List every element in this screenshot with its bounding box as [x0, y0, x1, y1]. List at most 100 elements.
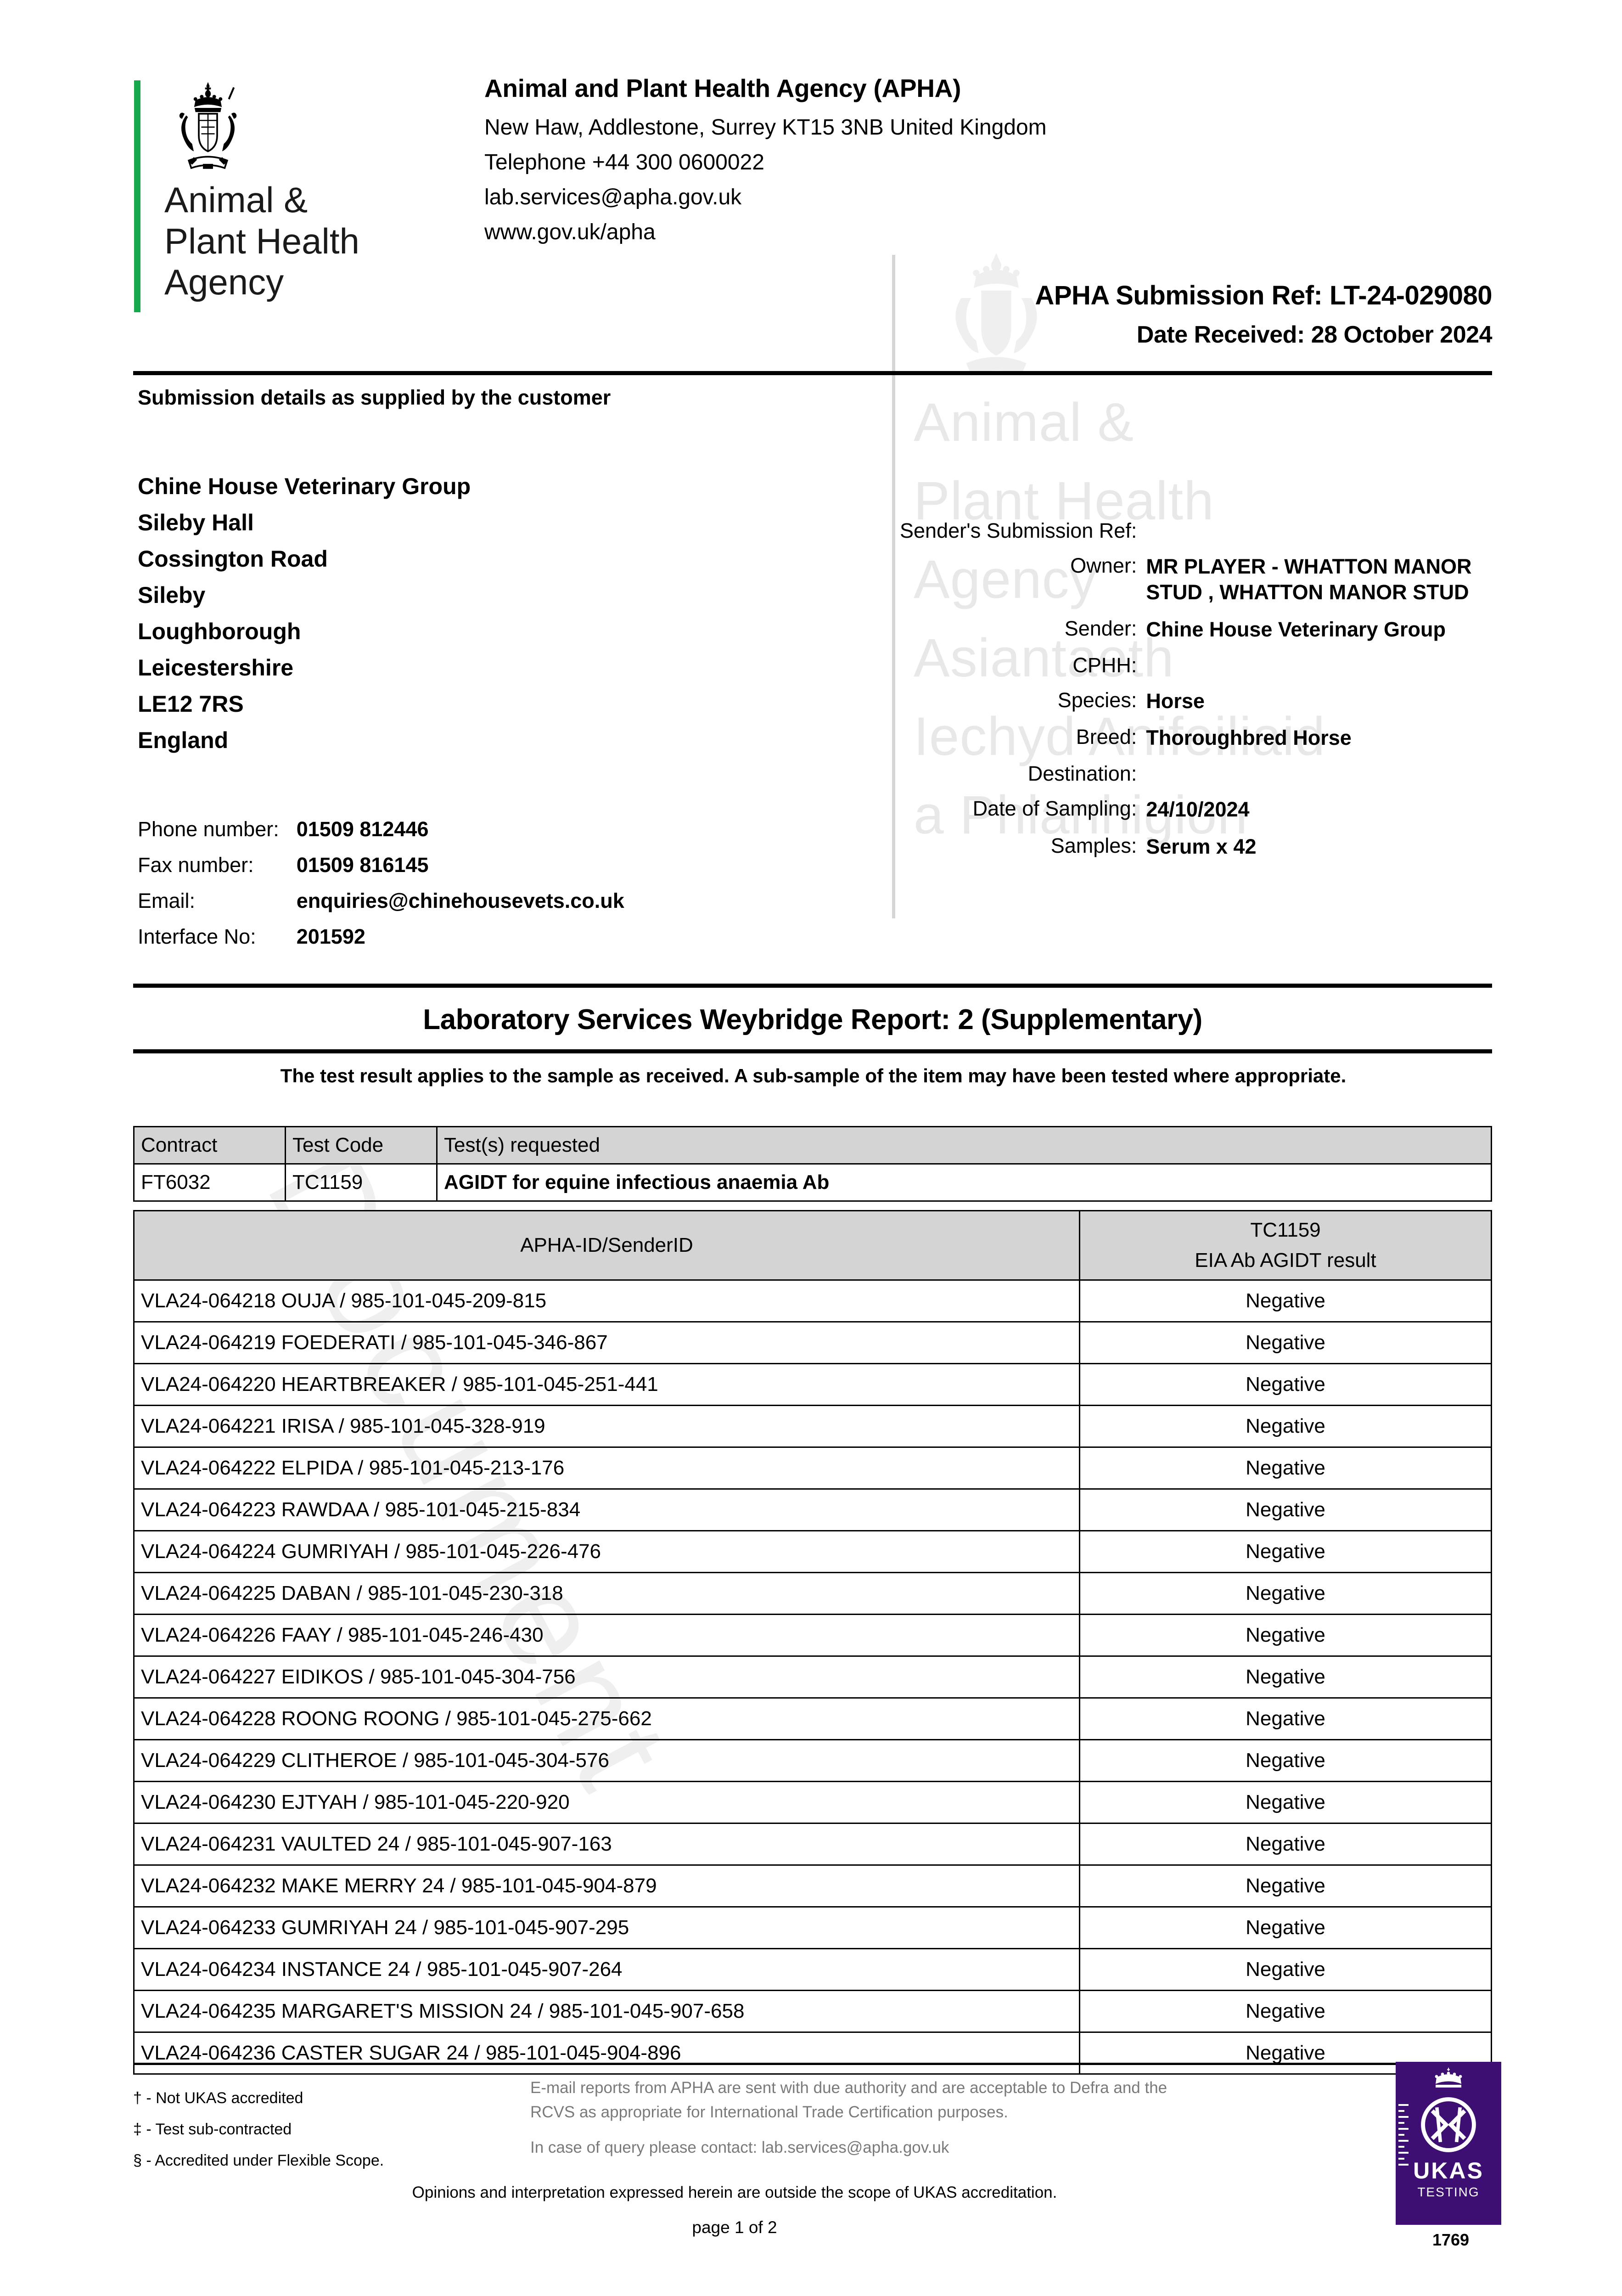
table-row: VLA24-064218 OUJA / 985-101-045-209-815 N… [133, 1279, 1492, 1322]
ukas-logo-box: UKAS TESTING [1396, 2062, 1501, 2225]
footer-email-note: E-mail reports from APHA are sent with d… [530, 2079, 1167, 2122]
footnote-item: § - Accredited under Flexible Scope. [133, 2152, 384, 2169]
meta-row: Samples: Serum x 42 [900, 834, 1492, 871]
result-sample-id: VLA24-064235 MARGARET'S MISSION 24 / 985… [133, 1990, 1080, 2033]
tests-table-cell-contract: FT6032 [133, 1163, 286, 1202]
tests-table-header-cell: Contract [133, 1126, 286, 1165]
meta-row: Species: Horse [900, 688, 1492, 725]
contact-row: Email: enquiries@chinehousevets.co.uk [138, 889, 624, 925]
meta-label: Sender: [1064, 616, 1137, 640]
report-title-top-rule [133, 984, 1492, 988]
table-row: VLA24-064221 IRISA / 985-101-045-328-919… [133, 1405, 1492, 1448]
meta-label: Breed: [1076, 725, 1137, 748]
result-sample-id: VLA24-064224 GUMRIYAH / 985-101-045-226-… [133, 1530, 1080, 1573]
result-value: Negative [1079, 1948, 1492, 1991]
meta-label: CPHH: [1072, 653, 1137, 677]
table-row: VLA24-064224 GUMRIYAH / 985-101-045-226-… [133, 1530, 1492, 1573]
ukas-ticks-icon [1398, 2104, 1409, 2170]
meta-value: Chine House Veterinary Group [1146, 617, 1446, 641]
meta-label: Date of Sampling: [972, 797, 1137, 821]
ukas-subtitle: TESTING [1417, 2185, 1480, 2199]
document-header: Animal & Plant Health Agency Animal and … [0, 0, 1622, 918]
table-row: VLA24-064231 VAULTED 24 / 985-101-045-90… [133, 1823, 1492, 1866]
customer-address-line: Cossington Road [138, 546, 328, 572]
table-row: VLA24-064225 DABAN / 985-101-045-230-318… [133, 1572, 1492, 1615]
vertical-divider [892, 255, 895, 918]
results-header-id: APHA-ID/SenderID [133, 1210, 1080, 1281]
result-sample-id: VLA24-064226 FAAY / 985-101-045-246-430 [133, 1614, 1080, 1657]
customer-contact-table: Phone number: 01509 812446 Fax number: 0150… [138, 817, 624, 961]
table-header-row: Contract Test Code Test(s) requested [133, 1126, 1492, 1165]
results-table: APHA-ID/SenderID TC1159 EIA Ab AGIDT res… [133, 1210, 1492, 2075]
result-sample-id: VLA24-064228 ROONG ROONG / 985-101-045-2… [133, 1697, 1080, 1740]
result-sample-id: VLA24-064222 ELPIDA / 985-101-045-213-17… [133, 1446, 1080, 1490]
result-sample-id: VLA24-064223 RAWDAA / 985-101-045-215-83… [133, 1488, 1080, 1531]
contact-value: 01509 812446 [296, 817, 429, 841]
meta-value: MR PLAYER - WHATTON MANOR STUD , WHATTON… [1146, 555, 1472, 604]
customer-address-line: Chine House Veterinary Group [138, 473, 471, 499]
date-received: Date Received: 28 October 2024 [1136, 321, 1493, 348]
submission-ref-block: APHA Submission Ref: LT-24-029080 Date R… [1035, 280, 1492, 349]
result-value: Negative [1079, 1446, 1492, 1490]
footer-query-note: In case of query please contact: lab.ser… [530, 2138, 949, 2157]
organisation-telephone: Telephone +44 300 0600022 [484, 150, 764, 174]
footer-page-number: page 1 of 2 [692, 2218, 777, 2237]
table-row: VLA24-064227 EIDIKOS / 985-101-045-304-7… [133, 1655, 1492, 1699]
result-value: Negative [1079, 1572, 1492, 1615]
table-row: VLA24-064219 FOEDERATI / 985-101-045-346… [133, 1321, 1492, 1364]
contact-row: Interface No: 201592 [138, 925, 624, 961]
meta-row: Date of Sampling: 24/10/2024 [900, 797, 1492, 833]
result-sample-id: VLA24-064230 EJTYAH / 985-101-045-220-92… [133, 1781, 1080, 1824]
apha-logo: Animal & Plant Health Agency [134, 80, 437, 312]
tests-table-header-cell: Test(s) requested [436, 1126, 1492, 1165]
table-row: VLA24-064235 MARGARET'S MISSION 24 / 985… [133, 1990, 1492, 2033]
results-header-test-code: TC1159 [1250, 1219, 1321, 1241]
table-row: VLA24-064229 CLITHEROE / 985-101-045-304… [133, 1739, 1492, 1782]
contact-label: Fax number: [138, 853, 254, 877]
result-value: Negative [1079, 1488, 1492, 1531]
result-sample-id: VLA24-064236 CASTER SUGAR 24 / 985-101-0… [133, 2032, 1080, 2075]
apha-logo-text: Animal & Plant Health Agency [164, 180, 359, 303]
contact-row: Fax number: 01509 816145 [138, 853, 624, 889]
result-value: Negative [1079, 1823, 1492, 1866]
results-header-test-desc: EIA Ab AGIDT result [1195, 1249, 1376, 1272]
result-value: Negative [1079, 1990, 1492, 2033]
result-value: Negative [1079, 1363, 1492, 1406]
customer-address-line: England [138, 727, 229, 753]
result-value: Negative [1079, 1279, 1492, 1322]
table-row: VLA24-064220 HEARTBREAKER / 985-101-045-… [133, 1363, 1492, 1406]
meta-row: Sender: Chine House Veterinary Group [900, 617, 1492, 653]
customer-address-line: Sileby [138, 582, 206, 608]
meta-value [1146, 653, 1492, 688]
ukas-accreditation-mark: UKAS TESTING 1769 [1396, 2062, 1506, 2250]
meta-label: Owner: [1070, 554, 1137, 577]
contact-row: Phone number: 01509 812446 [138, 817, 624, 853]
ukas-emblem-icon [1421, 2097, 1476, 2152]
contact-label: Phone number: [138, 817, 279, 841]
results-header-test: TC1159 EIA Ab AGIDT result [1079, 1210, 1492, 1281]
submission-meta-table: Sender's Submission Ref: Owner: MR PLAYER … [900, 519, 1492, 871]
customer-address-line: Sileby Hall [138, 510, 254, 535]
submission-ref: APHA Submission Ref: LT-24-029080 [1035, 281, 1492, 310]
meta-label: Destination: [1027, 762, 1137, 786]
tests-table-cell-test-code: TC1159 [285, 1163, 438, 1202]
meta-row: Breed: Thoroughbred Horse [900, 725, 1492, 762]
meta-value: Serum x 42 [1146, 834, 1257, 858]
report-title-bottom-rule [133, 1049, 1492, 1053]
table-row: VLA24-064222 ELPIDA / 985-101-045-213-17… [133, 1446, 1492, 1490]
header-divider-rule [133, 371, 1492, 375]
table-row: FT6032 TC1159 AGIDT for equine infectious … [133, 1163, 1492, 1202]
table-row: VLA24-064233 GUMRIYAH 24 / 985-101-045-9… [133, 1906, 1492, 1949]
result-value: Negative [1079, 1864, 1492, 1908]
tests-requested-table: Contract Test Code Test(s) requested FT603… [133, 1126, 1492, 1202]
customer-address-line: LE12 7RS [138, 691, 244, 717]
footer-email-notice: E-mail reports from APHA are sent with d… [530, 2076, 1187, 2171]
tests-table-cell-test: AGIDT for equine infectious anaemia Ab [436, 1163, 1492, 1202]
result-value: Negative [1079, 1321, 1492, 1364]
result-value: Negative [1079, 1614, 1492, 1657]
result-value: Negative [1079, 1906, 1492, 1949]
result-sample-id: VLA24-064221 IRISA / 985-101-045-328-919 [133, 1405, 1080, 1448]
meta-value: Thoroughbred Horse [1146, 726, 1352, 749]
customer-address-line: Leicestershire [138, 655, 294, 681]
